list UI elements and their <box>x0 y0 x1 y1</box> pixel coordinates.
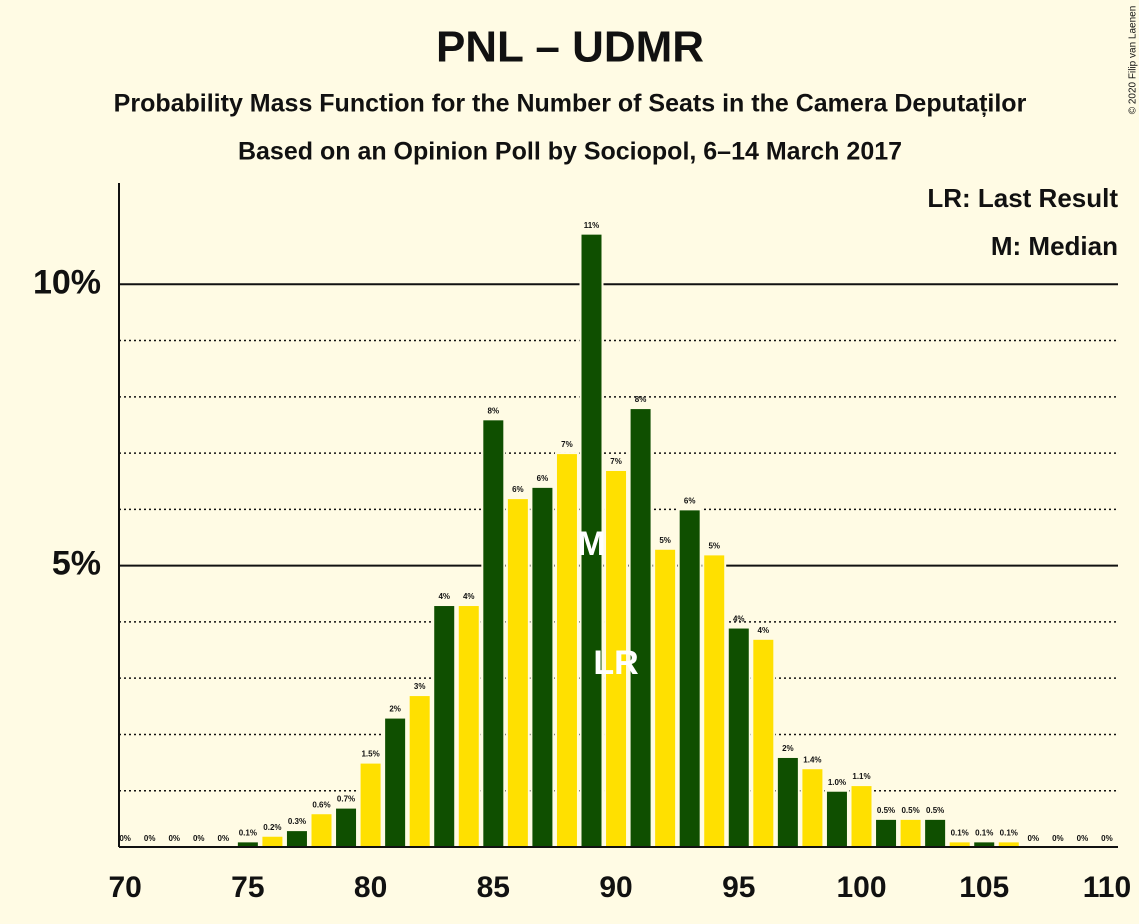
value-label: 1.0% <box>828 778 846 787</box>
x-tick-label: 75 <box>231 871 264 904</box>
x-tick-label: 85 <box>477 871 510 904</box>
chart-subtitle: Based on an Opinion Poll by Sociopol, 6–… <box>238 138 902 166</box>
bar <box>358 761 383 848</box>
bar <box>432 604 457 848</box>
value-label: 0% <box>168 834 180 843</box>
value-label: 0% <box>1077 834 1089 843</box>
value-label: 0.5% <box>877 806 895 815</box>
x-tick-label: 110 <box>1083 871 1131 904</box>
bar <box>874 817 899 848</box>
value-label: 0% <box>119 834 131 843</box>
bar <box>775 755 800 849</box>
bar <box>923 817 948 848</box>
x-tick-label: 100 <box>836 871 886 904</box>
value-label: 8% <box>488 406 500 415</box>
x-tick-label: 105 <box>959 871 1009 904</box>
annotation: M <box>577 525 605 563</box>
value-label: 0% <box>144 834 156 843</box>
value-label: 5% <box>659 536 671 545</box>
value-label: 7% <box>561 440 573 449</box>
bar <box>824 789 849 849</box>
annotation: LR <box>593 644 638 682</box>
bar <box>653 547 678 848</box>
bar <box>505 497 530 848</box>
bar <box>284 829 309 849</box>
value-label: 0.3% <box>288 817 306 826</box>
value-label: 0% <box>1101 834 1113 843</box>
value-label: 0% <box>193 834 205 843</box>
value-label: 0% <box>218 834 230 843</box>
value-label: 2% <box>782 744 794 753</box>
value-label: 0.2% <box>263 823 281 832</box>
value-label: 4% <box>463 592 475 601</box>
x-tick-label: 95 <box>722 871 755 904</box>
x-tick-label: 80 <box>354 871 387 904</box>
value-label: 1.4% <box>803 755 821 764</box>
value-label: 4% <box>733 615 745 624</box>
bars: 0% 0% 0% 0% 0% 0.1% 0.2% 0.3% 0.6% 0.7% 1.5% 2% 3% 4%… <box>119 221 1113 849</box>
bar <box>751 637 776 849</box>
bar <box>800 767 825 848</box>
bar <box>677 508 702 848</box>
value-label: 5% <box>708 541 720 550</box>
value-label: 6% <box>684 496 696 505</box>
value-label: 0.1% <box>239 828 257 837</box>
chart-subtitle: Probability Mass Function for the Number… <box>114 90 1027 118</box>
legend-entry: M: Median <box>991 231 1118 261</box>
y-tick-label: 5% <box>52 545 101 583</box>
bar <box>726 626 751 848</box>
value-label: 0.5% <box>901 806 919 815</box>
bar <box>628 407 653 848</box>
value-label: 0.7% <box>337 795 355 804</box>
bar <box>260 834 285 849</box>
chart-title: PNL – UDMR <box>436 23 704 72</box>
legend-entry: LR: Last Result <box>927 183 1118 213</box>
bar <box>481 418 506 848</box>
bar <box>898 817 923 848</box>
value-label: 4% <box>438 592 450 601</box>
value-label: 8% <box>635 395 647 404</box>
value-label: 0.1% <box>1000 828 1018 837</box>
copyright: © 2020 Filip van Laenen <box>1128 6 1139 115</box>
value-label: 6% <box>537 474 549 483</box>
value-label: 1.1% <box>852 772 870 781</box>
value-label: 4% <box>758 626 770 635</box>
value-label: 0.5% <box>926 806 944 815</box>
bar <box>554 452 579 848</box>
value-label: 6% <box>512 485 524 494</box>
x-tick-label: 90 <box>599 871 632 904</box>
bar <box>407 694 432 849</box>
value-label: 0.1% <box>975 828 993 837</box>
value-label: 0% <box>1052 834 1064 843</box>
bar <box>309 812 334 849</box>
value-label: 7% <box>610 457 622 466</box>
bar <box>530 485 555 848</box>
value-label: 1.5% <box>361 750 379 759</box>
value-label: 0.6% <box>312 800 330 809</box>
value-label: 3% <box>414 682 426 691</box>
bar <box>334 806 359 848</box>
y-tick-label: 10% <box>33 263 101 301</box>
bar <box>849 784 874 848</box>
bar <box>383 716 408 849</box>
value-label: 0.1% <box>951 828 969 837</box>
value-label: 2% <box>389 705 401 714</box>
bar <box>702 553 727 848</box>
x-tick-label: 70 <box>108 871 141 904</box>
bar <box>456 604 481 848</box>
value-label: 11% <box>584 221 600 230</box>
value-label: 0% <box>1028 834 1040 843</box>
